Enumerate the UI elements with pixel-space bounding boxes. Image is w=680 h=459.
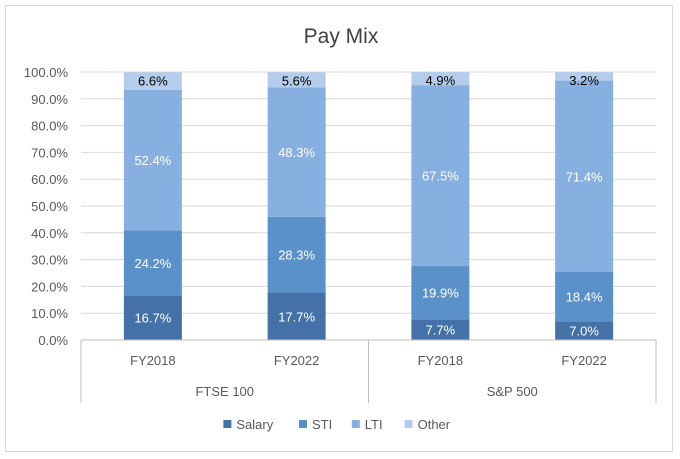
- data-label: 28.3%: [278, 248, 315, 263]
- chart-frame: Pay Mix 0.0% 10.0% 20.0% 30.0% 40.0% 50.0% 60.…: [5, 5, 673, 452]
- bars: [123, 72, 614, 340]
- y-tick-label: 0.0%: [38, 333, 68, 348]
- legend-swatch-lti: [351, 420, 360, 428]
- bar-segment-salary: [411, 319, 470, 340]
- data-label: 16.7%: [134, 311, 171, 326]
- y-tick-label: 100.0%: [24, 65, 69, 80]
- data-label: 18.4%: [566, 290, 603, 305]
- bar-segment-lti: [411, 85, 470, 267]
- x-category-label: FY2022: [274, 353, 320, 368]
- data-label: 6.6%: [138, 73, 168, 88]
- data-label: 48.3%: [278, 145, 315, 160]
- chart-title: Pay Mix: [304, 25, 379, 48]
- y-tick-label: 50.0%: [31, 199, 68, 214]
- legend-swatch-sti: [299, 420, 307, 428]
- data-label: 7.0%: [569, 324, 599, 339]
- y-tick-label: 90.0%: [31, 92, 68, 107]
- legend-label: STI: [312, 417, 332, 432]
- y-tick-label: 20.0%: [31, 279, 68, 294]
- x-axis: FY2018 FY2022 FY2018 FY2022 FTSE 100 S&P 500: [80, 339, 657, 403]
- y-tick-label: 80.0%: [31, 119, 68, 134]
- data-label: 7.7%: [426, 323, 456, 338]
- bar-segment-salary: [267, 292, 326, 340]
- legend-swatch-other: [404, 420, 413, 428]
- legend: Salary STI LTI Other: [223, 417, 451, 432]
- legend-swatch-salary: [223, 420, 232, 428]
- data-label: 5.6%: [282, 73, 312, 88]
- bar-segment-salary: [555, 321, 614, 340]
- data-label: 71.4%: [566, 169, 603, 184]
- x-category-label: FY2018: [418, 353, 464, 368]
- data-label: 17.7%: [278, 309, 315, 324]
- legend-label: Other: [418, 417, 451, 432]
- bar-segment-sti: [123, 230, 182, 296]
- bar-segment-other: [267, 72, 326, 88]
- data-label: 67.5%: [422, 169, 459, 184]
- bar-segment-sti: [411, 266, 470, 320]
- data-label: 52.4%: [134, 153, 171, 168]
- x-category-label: FY2022: [561, 353, 607, 368]
- legend-label: LTI: [365, 417, 383, 432]
- legend-label: Salary: [236, 417, 273, 432]
- data-labels: 16.7% 24.2% 52.4% 6.6% 17.7% 28.3% 48.3% 5.6% 7.…: [134, 73, 603, 339]
- bar-segment-sti: [267, 216, 326, 293]
- y-axis: 0.0% 10.0% 20.0% 30.0% 40.0% 50.0% 60.0% 70.0% 8…: [24, 65, 69, 348]
- bar-segment-lti: [555, 80, 614, 272]
- bar-segment-sti: [555, 271, 614, 322]
- y-tick-label: 10.0%: [31, 306, 68, 321]
- group-label: S&P 500: [487, 384, 538, 399]
- bar-segment-lti: [123, 89, 182, 231]
- bar-segment-other: [555, 72, 614, 81]
- group-label: FTSE 100: [195, 384, 254, 399]
- y-tick-label: 30.0%: [31, 253, 68, 268]
- data-label: 24.2%: [134, 256, 171, 271]
- y-tick-label: 70.0%: [31, 145, 68, 160]
- y-tick-label: 40.0%: [31, 226, 68, 241]
- pay-mix-chart: Pay Mix 0.0% 10.0% 20.0% 30.0% 40.0% 50.0% 60.…: [24, 25, 657, 432]
- bar-segment-other: [411, 72, 470, 86]
- data-label: 19.9%: [422, 286, 459, 301]
- bar-segment-lti: [267, 87, 326, 217]
- data-label: 3.2%: [569, 73, 599, 88]
- y-tick-label: 60.0%: [31, 172, 68, 187]
- data-label: 4.9%: [426, 73, 456, 88]
- bar-segment-salary: [123, 295, 182, 340]
- x-category-label: FY2018: [130, 353, 176, 368]
- bar-segment-other: [123, 72, 182, 90]
